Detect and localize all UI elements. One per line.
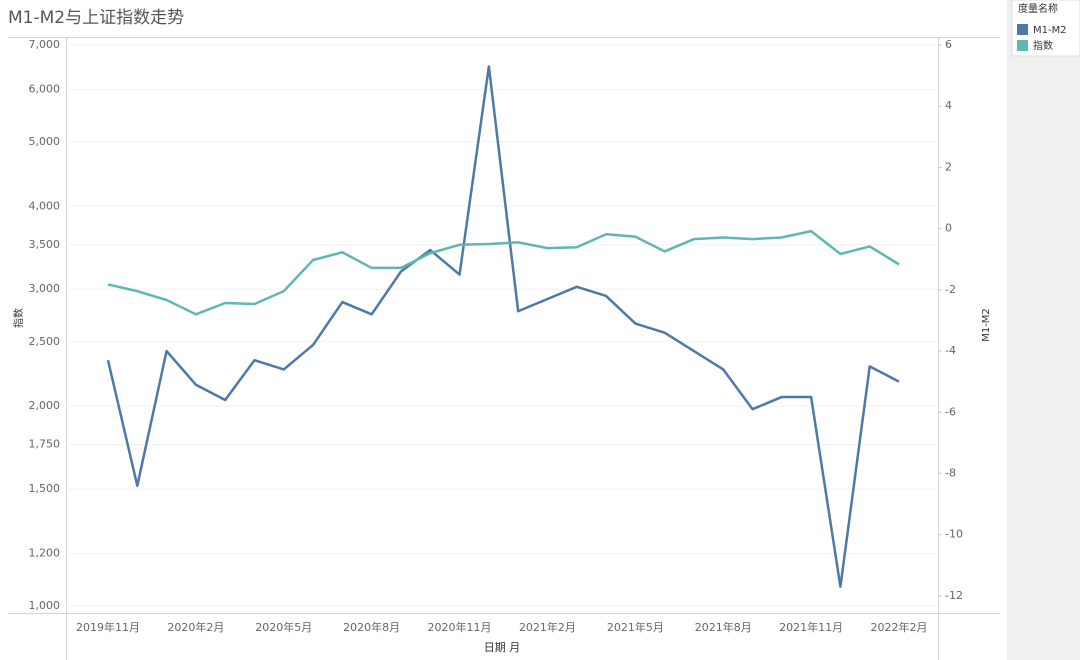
series-line [106,65,900,588]
y2-tick-label: -12 [945,589,963,602]
y-tick-label: 3,000 [29,282,61,295]
x-tick-label: 2021年8月 [695,620,752,634]
y-tick-label: 2,500 [29,335,61,348]
legend-label: 指数 [1033,39,1053,52]
series-line [107,229,900,316]
legend-swatch [1017,24,1028,35]
legend-label: M1-M2 [1033,25,1067,36]
y-tick-label: 2,000 [29,399,61,412]
y-tick-label: 1,200 [29,546,61,559]
y2-tick-label: -8 [945,466,956,479]
y2-tick-label: 0 [945,222,952,235]
x-tick-label: 2021年2月 [519,620,576,634]
x-tick-label: 2020年11月 [428,620,492,634]
y2-tick-label: 6 [945,38,952,51]
y-tick-label: 4,000 [29,199,61,212]
legend-panel [1007,0,1080,660]
y-tick-label: 7,000 [29,38,61,51]
y2-tick-label: 4 [945,99,952,112]
y2-tick-label: -4 [945,344,956,357]
y2-tick-label: -2 [945,283,956,296]
legend-title: 度量名称 [1018,2,1058,15]
y2-tick-label: -6 [945,405,956,418]
y2-axis-title: M1-M2 [981,308,992,342]
x-tick-label: 2020年8月 [343,620,400,634]
y-tick-label: 6,000 [29,82,61,95]
x-axis-title: 日期 月 [484,641,521,654]
y-axis-title: 指数 [12,308,25,328]
x-tick-label: 2020年5月 [255,620,312,634]
x-tick-label: 2019年11月 [76,620,140,634]
y-tick-label: 1,000 [29,599,61,612]
chart-title: M1-M2与上证指数走势 [8,8,184,28]
x-tick-label: 2021年5月 [607,620,664,634]
x-tick-label: 2020年2月 [167,620,224,634]
x-tick-label: 2021年11月 [779,620,843,634]
y-tick-label: 1,500 [29,482,61,495]
y2-tick-label: 2 [945,160,952,173]
y2-tick-label: -10 [945,528,963,541]
legend-swatch [1017,40,1028,51]
y-tick-label: 1,750 [29,438,61,451]
y-tick-label: 5,000 [29,135,61,148]
x-tick-label: 2022年2月 [871,620,928,634]
y-tick-label: 3,500 [29,238,61,251]
